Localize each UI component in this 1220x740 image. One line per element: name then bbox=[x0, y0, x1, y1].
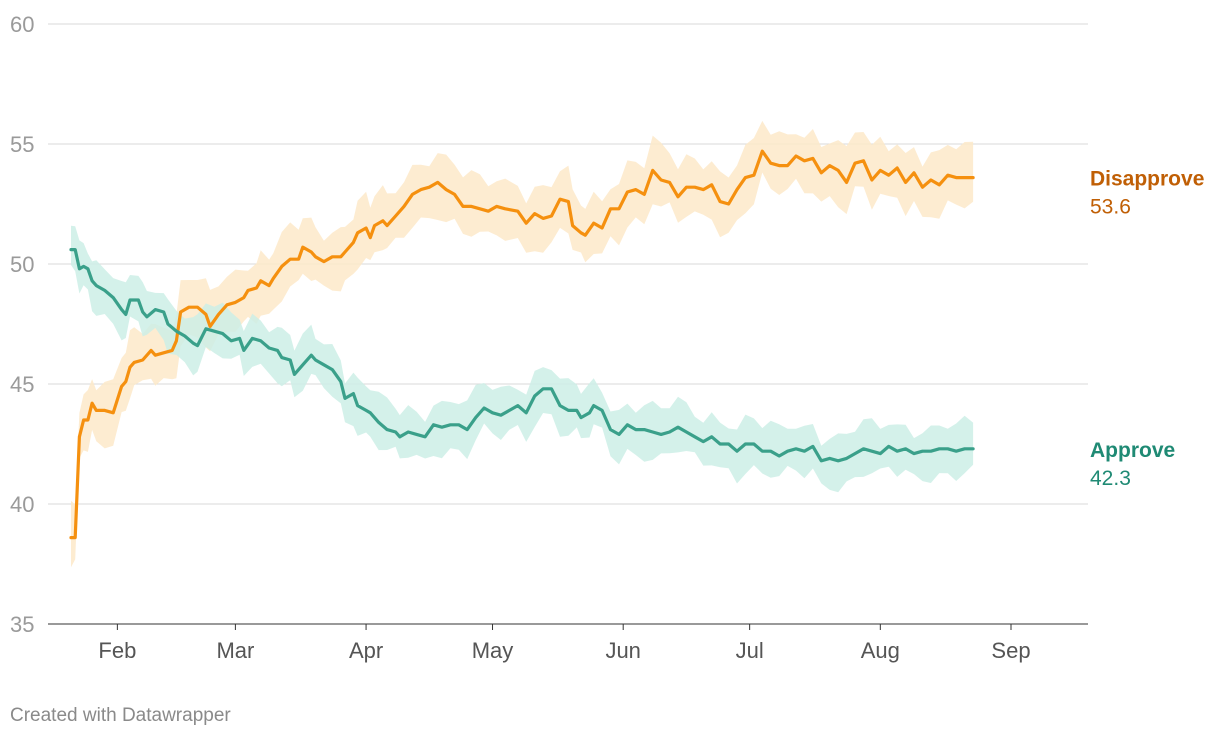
end-labels: Disapprove 53.6 Approve 42.3 bbox=[1090, 168, 1204, 490]
confidence-bands bbox=[71, 120, 974, 568]
x-tick-label: Sep bbox=[991, 638, 1030, 663]
disapprove-confidence-band bbox=[71, 120, 974, 568]
disapprove-end-value: 53.6 bbox=[1090, 196, 1131, 219]
x-tick-label: Feb bbox=[98, 638, 136, 663]
y-tick-label: 35 bbox=[10, 612, 34, 637]
y-tick-label: 50 bbox=[10, 252, 34, 277]
x-tick-label: Apr bbox=[349, 638, 383, 663]
datawrapper-credit: Created with Datawrapper bbox=[10, 705, 231, 726]
y-tick-label: 45 bbox=[10, 372, 34, 397]
series-lines bbox=[69, 149, 975, 540]
approve-series-line bbox=[69, 248, 975, 463]
y-tick-label: 60 bbox=[10, 12, 34, 37]
y-tick-label: 40 bbox=[10, 492, 34, 517]
y-tick-label: 55 bbox=[10, 132, 34, 157]
x-tick-label: Mar bbox=[216, 638, 254, 663]
disapprove-end-label: Disapprove bbox=[1090, 168, 1204, 191]
x-tick-label: Jun bbox=[605, 638, 640, 663]
approve-confidence-band bbox=[71, 225, 974, 493]
approval-line-chart: 35 40 45 50 55 60 Feb Mar Apr May Jun Jul Aug Sep Dis… bbox=[10, 12, 1204, 663]
x-tick-label: Aug bbox=[861, 638, 900, 663]
gridlines: 35 40 45 50 55 60 Feb Mar Apr May Jun Jul Aug Sep bbox=[10, 12, 1088, 663]
disapprove-series-line bbox=[69, 149, 975, 540]
approve-end-label: Approve bbox=[1090, 439, 1175, 462]
approve-end-value: 42.3 bbox=[1090, 467, 1131, 490]
x-tick-label: May bbox=[472, 638, 514, 663]
x-tick-label: Jul bbox=[736, 638, 764, 663]
